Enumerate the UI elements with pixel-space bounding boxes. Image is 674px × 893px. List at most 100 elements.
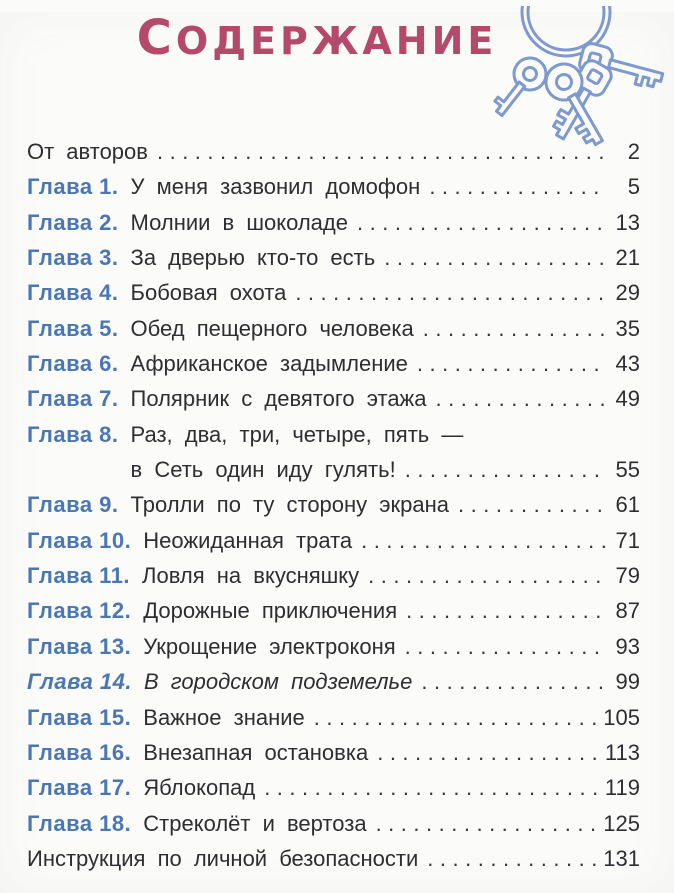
chapter-title: В городском подземелье	[144, 669, 413, 695]
page-number: 55	[615, 457, 640, 483]
dot-leader	[417, 346, 606, 381]
chapter-title: Африканское задымление	[130, 351, 408, 377]
dot-leader	[314, 700, 598, 735]
page-number: 21	[615, 245, 640, 271]
toc-row: Глава 4. Бобовая охота 29	[27, 275, 640, 310]
dot-leader	[405, 452, 606, 487]
page-number: 113	[604, 739, 640, 765]
dot-leader	[458, 487, 606, 522]
chapter-label: Глава 15.	[27, 704, 132, 730]
chapter-title: Инструкция по личной безопасности	[27, 845, 419, 871]
chapter-label: Глава 12.	[27, 598, 132, 624]
chapter-label: Глава 10.	[27, 527, 132, 553]
chapter-title: в Сеть один иду гулять!	[130, 457, 396, 483]
page-number: 61	[615, 492, 640, 518]
page-number: 2	[627, 139, 640, 164]
chapter-title: Полярник с девятого этажа	[130, 386, 427, 412]
chapter-label: Глава 14.	[27, 669, 133, 695]
page-number: 29	[615, 280, 640, 306]
chapter-title: Молнии в шоколаде	[130, 209, 348, 235]
toc-row: Глава 14. В городском подземелье 99	[27, 664, 640, 699]
chapter-title: Яблокопад	[143, 775, 256, 801]
toc-row: Глава 7. Полярник с девятого этажа 49	[27, 381, 640, 416]
toc-row: Глава 10. Неожиданная трата 71	[27, 523, 640, 558]
page-number: 131	[603, 845, 640, 871]
chapter-label: Глава 17.	[27, 775, 132, 801]
toc-row: Глава 9. Тролли по ту сторону экрана 61	[27, 487, 640, 522]
chapter-label: Глава 5.	[27, 315, 119, 341]
toc-row: Глава 2. Молнии в шоколаде 13	[27, 205, 640, 240]
dot-leader	[406, 593, 606, 628]
chapter-title: У меня зазвонил домофон	[130, 174, 421, 200]
chapter-title: За дверью кто-то есть	[130, 245, 376, 271]
dot-leader	[264, 770, 599, 805]
dot-leader	[436, 381, 606, 416]
page-number: 71	[615, 527, 640, 553]
dot-leader	[368, 558, 606, 593]
chapter-label: Глава 16.	[27, 739, 132, 765]
dot-leader	[361, 523, 606, 558]
chapter-label: Глава 7.	[27, 386, 119, 412]
chapter-title: От авторов	[27, 139, 148, 164]
page-number: 125	[603, 810, 640, 836]
dot-leader	[405, 629, 606, 664]
chapter-label: Глава 3.	[27, 245, 119, 271]
toc-row: Глава 5. Обед пещерного человека 35	[27, 311, 640, 346]
chapter-label: Глава 9.	[27, 492, 119, 518]
chapter-label: Глава 4.	[27, 280, 119, 306]
toc-row: Глава 15. Важное знание 105	[27, 700, 640, 735]
page-number: 49	[615, 386, 640, 412]
dot-leader	[427, 841, 597, 876]
chapter-title: Тролли по ту сторону экрана	[130, 492, 449, 518]
dot-leader	[377, 735, 599, 770]
toc-row: Глава 8. Раз, два, три, четыре, пять — в С…	[27, 417, 640, 488]
toc-row: Глава 1. У меня зазвонил домофон 5	[27, 169, 640, 204]
page-number: 93	[615, 633, 640, 659]
chapter-title: Стреколёт и вертоза	[143, 810, 367, 836]
chapter-label: Глава 1.	[27, 174, 119, 200]
toc-row: Инструкция по личной безопасности 131	[27, 841, 640, 876]
toc-row: Глава 3. За дверью кто-то есть 21	[27, 240, 640, 275]
dot-leader	[384, 240, 606, 275]
page-title: Содержание	[136, 10, 498, 66]
dot-leader	[429, 169, 606, 204]
toc-row: Глава 12. Дорожные приключения 87	[27, 593, 640, 628]
chapter-title: Ловля на вкусняшку	[142, 563, 360, 589]
page-number: 35	[615, 315, 640, 341]
page-number: 5	[627, 174, 640, 200]
chapter-title: Обед пещерного человека	[130, 315, 414, 341]
title-block: Раз, два, три, четыре, пять — в Сеть один…	[131, 417, 640, 488]
page-number: 79	[615, 563, 640, 589]
title-line: Раз, два, три, четыре, пять —	[131, 417, 640, 452]
chapter-title: Дорожные приключения	[143, 598, 398, 624]
toc-row: Глава 17. Яблокопад 119	[27, 770, 640, 805]
page-number: 99	[615, 669, 640, 695]
chapter-title: Неожиданная трата	[143, 527, 353, 553]
dot-leader	[357, 205, 606, 240]
toc-row: Глава 13. Укрощение электроконя 93	[27, 629, 640, 664]
chapter-label: Глава 8.	[27, 421, 119, 447]
page-number: 43	[615, 351, 640, 377]
chapter-label: Глава 2.	[27, 209, 119, 235]
chapter-title: Важное знание	[143, 704, 305, 730]
dot-leader	[157, 134, 606, 169]
chapter-title: Раз, два, три, четыре, пять —	[130, 421, 464, 447]
chapter-title: Внезапная остановка	[143, 739, 369, 765]
dot-leader	[295, 275, 606, 310]
chapter-title: Бобовая охота	[130, 280, 287, 306]
toc-row: Глава 11. Ловля на вкусняшку 79	[27, 558, 640, 593]
toc-row: Глава 6. Африканское задымление 43	[27, 346, 640, 381]
toc-row: Глава 18. Стреколёт и вертоза 125	[27, 806, 640, 841]
dot-leader	[421, 664, 606, 699]
chapter-label: Глава 13.	[27, 633, 132, 659]
toc-row: От авторов 2	[27, 134, 640, 169]
page-number: 13	[615, 209, 640, 235]
chapter-label: Глава 6.	[27, 351, 119, 377]
chapter-label: Глава 18.	[27, 810, 132, 836]
dot-leader	[423, 311, 606, 346]
page-number: 119	[604, 775, 640, 801]
dot-leader	[376, 806, 598, 841]
toc-row: Глава 16. Внезапная остановка 113	[27, 735, 640, 770]
page-number: 87	[615, 598, 640, 624]
